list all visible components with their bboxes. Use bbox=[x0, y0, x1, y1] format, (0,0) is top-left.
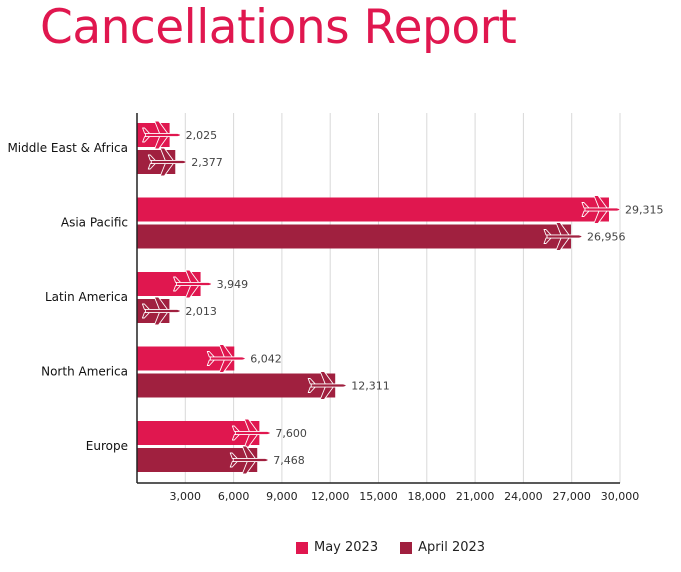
tick-label: 24,000 bbox=[504, 490, 543, 503]
airplane-icon bbox=[230, 446, 269, 474]
data-label: 7,468 bbox=[273, 454, 305, 467]
tick-label: 3,000 bbox=[170, 490, 202, 503]
tick-label: 9,000 bbox=[266, 490, 298, 503]
airplane-icon bbox=[543, 222, 582, 251]
legend-label-may: May 2023 bbox=[314, 540, 379, 555]
airplane-icon bbox=[173, 270, 212, 298]
category-label-north-america: North America bbox=[41, 365, 128, 379]
tick-label: 15,000 bbox=[359, 490, 398, 503]
legend: May 2023 April 2023 bbox=[296, 540, 485, 555]
airplane-icon-outline bbox=[147, 147, 187, 177]
tick-label: 6,000 bbox=[218, 490, 250, 503]
legend-label-april: April 2023 bbox=[418, 540, 486, 555]
grid-lines bbox=[184, 113, 621, 483]
legend-swatch-april bbox=[400, 541, 413, 554]
data-label: 12,311 bbox=[351, 380, 390, 393]
data-label: 2,377 bbox=[191, 156, 223, 169]
legend-item-may[interactable]: May 2023 bbox=[296, 540, 378, 555]
data-label: 26,956 bbox=[587, 231, 626, 244]
category-label-asia-pacific: Asia Pacific bbox=[61, 216, 128, 230]
category-label-middle-east-africa: Middle East & Africa bbox=[7, 141, 128, 155]
category-label-europe: Europe bbox=[86, 439, 128, 453]
airplane-icon bbox=[148, 148, 187, 176]
airplane-icon-outline bbox=[142, 120, 182, 150]
data-label: 2,025 bbox=[186, 129, 218, 142]
labels: 2,025 2,377 Middle East & Africa 29,315 26,9… bbox=[7, 129, 663, 503]
airplane-icon-outline bbox=[581, 195, 621, 224]
airplane-icon bbox=[142, 121, 181, 149]
category-label-latin-america: Latin America bbox=[45, 290, 128, 304]
bar bbox=[137, 197, 609, 222]
bars bbox=[137, 120, 621, 475]
airplane-icon bbox=[308, 371, 347, 400]
airplane-icon bbox=[581, 195, 620, 224]
data-label: 6,042 bbox=[250, 353, 281, 366]
tick-label: 12,000 bbox=[311, 490, 350, 503]
tick-label: 18,000 bbox=[408, 490, 447, 503]
page-title: Cancellations Report bbox=[40, 0, 517, 55]
bar bbox=[137, 373, 336, 398]
tick-label: 27,000 bbox=[552, 490, 591, 503]
airplane-icon-outline bbox=[307, 371, 347, 400]
data-label: 2,013 bbox=[185, 305, 217, 318]
airplane-icon-outline bbox=[173, 269, 213, 299]
airplane-icon-outline bbox=[206, 344, 246, 373]
airplane-icon bbox=[207, 344, 246, 373]
bar bbox=[137, 224, 571, 249]
airplane-icon bbox=[232, 419, 271, 447]
airplane-icon bbox=[142, 297, 181, 325]
tick-label: 30,000 bbox=[601, 490, 640, 503]
tick-label: 21,000 bbox=[456, 490, 495, 503]
airplane-icon-outline bbox=[141, 296, 181, 326]
legend-swatch-may bbox=[296, 541, 308, 554]
airplane-icon-outline bbox=[229, 445, 269, 475]
axes bbox=[136, 113, 620, 484]
data-label: 7,600 bbox=[275, 427, 307, 440]
data-label: 3,949 bbox=[217, 278, 249, 291]
legend-item-april[interactable]: April 2023 bbox=[400, 540, 485, 555]
data-label: 29,315 bbox=[625, 204, 664, 217]
airplane-icon-outline bbox=[543, 222, 583, 251]
